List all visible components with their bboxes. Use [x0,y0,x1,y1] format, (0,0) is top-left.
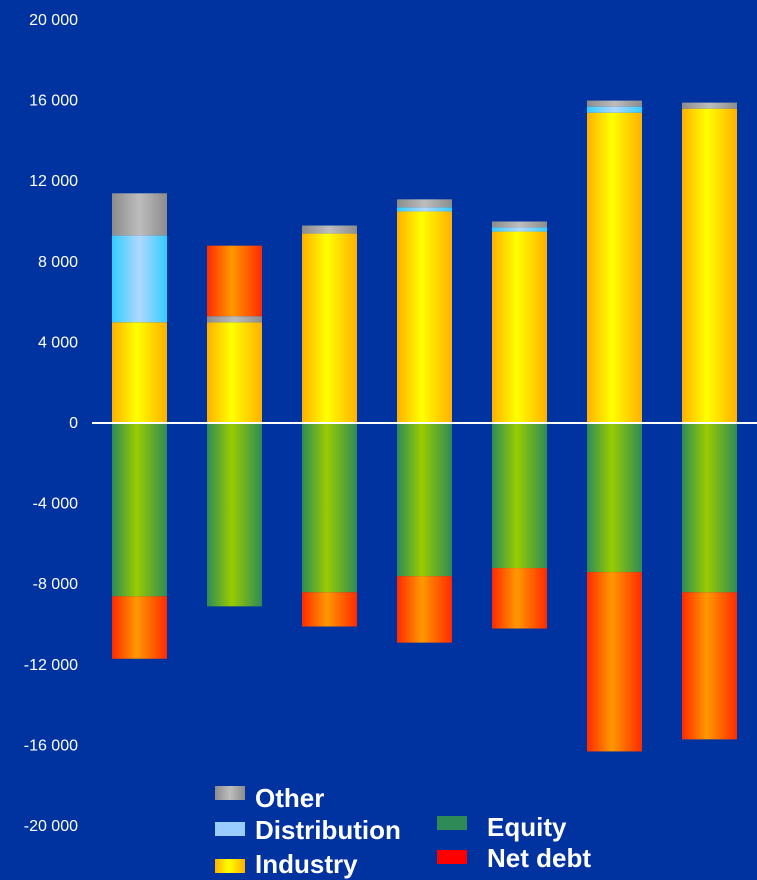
bar-segment-net-debt [397,576,452,643]
bar-segment-other [682,102,737,109]
legend-label: Industry [255,849,358,879]
bar-segment-other [112,193,167,236]
y-tick-label: 12 000 [29,173,78,190]
bar-segment-distribution [397,207,452,212]
legend-label: Net debt [487,843,591,873]
y-tick-label: -4 000 [33,496,78,513]
legend-swatch [215,822,245,836]
bar-segment-other [587,100,642,107]
bar-segment-industry [302,233,357,423]
bar-segment-equity [587,423,642,573]
bar-segment-distribution [492,227,547,232]
bar-segment-industry [587,112,642,423]
legend-swatch [215,786,245,800]
bar-segment-other [207,316,262,323]
bar-segment-equity [302,423,357,593]
bar-segment-industry [397,211,452,423]
legend-label: Equity [487,812,567,842]
bar-segment-industry [112,322,167,423]
bar-segment-other [492,221,547,228]
y-tick-label: -16 000 [24,737,78,754]
legend-swatch [437,816,467,830]
y-tick-label: 20 000 [29,12,78,29]
bar-segment-net-debt [682,592,737,740]
y-tick-label: 4 000 [38,334,78,351]
bar-segment-equity [397,423,452,577]
legend-label: Other [255,783,324,813]
legend-swatch [215,859,245,873]
bar-segment-industry [682,108,737,423]
y-tick-label: 16 000 [29,93,78,110]
bar-segment-net-debt [302,592,357,627]
bar-segment-equity [682,423,737,593]
y-tick-label: -12 000 [24,657,78,674]
bars [112,100,737,752]
bar-segment-industry [492,231,547,423]
bar-segment-equity [207,423,262,607]
bar-segment-other [302,225,357,234]
bar-segment-net-debt [492,568,547,629]
bar-segment-distribution [112,235,167,323]
y-tick-label: -8 000 [33,576,78,593]
legend-label: Distribution [255,815,401,845]
y-tick-label: -20 000 [24,818,78,835]
bar-segment-net-debt-pos [207,245,262,317]
y-tick-label: 0 [69,415,78,432]
y-tick-label: 8 000 [38,254,78,271]
y-axis: 20 000 16 000 12 000 8 000 4 000 0 -4 000 -8 00… [24,12,78,835]
bar-segment-equity [492,423,547,569]
bar-segment-equity [112,423,167,597]
legend-swatch [437,850,467,864]
bar-segment-distribution [587,106,642,113]
bar-segment-other [397,199,452,208]
bar-segment-industry [207,322,262,423]
bar-segment-net-debt [587,572,642,752]
bar-segment-net-debt [112,596,167,659]
